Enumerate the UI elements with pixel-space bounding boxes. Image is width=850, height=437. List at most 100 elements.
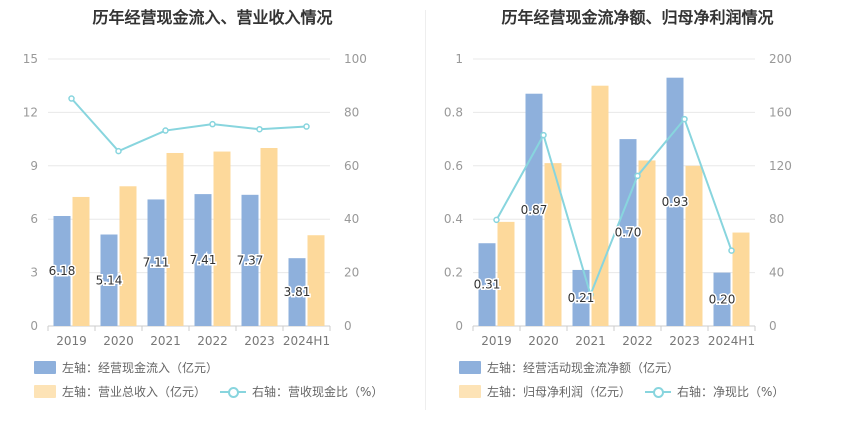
x-tick-label: 2020: [528, 334, 559, 345]
legend-label: 左轴：归母净利润（亿元）: [487, 384, 632, 399]
y-tick-right: 120: [769, 159, 792, 173]
chart-title: 历年经营现金流净额、归母净利润情况: [501, 8, 774, 27]
panel-divider: [425, 10, 426, 410]
y-tick-left: 3: [30, 266, 38, 280]
data-label: 3.81: [284, 285, 311, 299]
bar-series-2: [497, 221, 515, 326]
y-tick-right: 20: [344, 266, 359, 280]
bar-series-2: [544, 163, 562, 326]
x-tick-label: 2022: [622, 334, 653, 345]
x-tick-label: 2023: [669, 334, 700, 345]
y-tick-right: 80: [769, 212, 784, 226]
line-point: [209, 120, 216, 128]
legend-swatch: [459, 360, 481, 374]
y-tick-left: 15: [23, 52, 38, 66]
data-label: 0.70: [615, 226, 642, 240]
x-tick-label: 2022: [197, 334, 228, 345]
line-point: [681, 115, 688, 123]
bar-series-1: [53, 215, 71, 326]
y-tick-right: 0: [344, 319, 352, 333]
bar-series-2: [307, 235, 325, 326]
chart-title: 历年经营现金流入、营业收入情况: [92, 8, 333, 27]
x-tick-label: 2024H1: [708, 334, 755, 345]
chart-panel-left: 历年经营现金流入、营业收入情况 0 3 6 9 12 15 0 20 40 60 80 100 2019…: [23, 8, 384, 400]
data-label: 0.93: [662, 195, 689, 209]
y-tick-left: 0: [30, 319, 38, 333]
bar-series-1: [147, 199, 165, 326]
bar-series-2: [213, 151, 231, 326]
legend-swatch: [34, 384, 56, 398]
y-tick-left: 6: [30, 212, 38, 226]
x-tick-label: 2019: [56, 334, 87, 345]
y-tick-left: 0.8: [444, 105, 463, 119]
line-point: [256, 125, 263, 133]
x-tick-label: 2023: [244, 334, 275, 345]
data-label: 0.31: [474, 278, 501, 292]
line-point: [493, 216, 500, 224]
data-label: 7.37: [237, 253, 264, 267]
legend-label: 右轴：营收现金比（%）: [252, 384, 384, 399]
y-tick-right: 80: [344, 105, 359, 119]
bar-series-2: [685, 165, 703, 326]
line-point: [540, 131, 547, 139]
line-point: [728, 247, 735, 254]
x-tick-label: 2021: [575, 334, 606, 345]
legend-item[interactable]: 右轴：营收现金比（%）: [220, 383, 383, 400]
bar-series-1: [478, 243, 496, 326]
legend-item[interactable]: 左轴：经营活动现金流净额（亿元）: [459, 359, 679, 376]
legend-swatch: [459, 384, 481, 398]
legend-label: 右轴：净现比（%）: [677, 384, 785, 399]
y-tick-left: 0.6: [444, 159, 463, 173]
bar-series-1: [288, 258, 306, 326]
line-point: [587, 291, 594, 298]
chart-plot: 0 3 6 9 12 15 0 20 40 60 80 100 2019 2020 2021 2022 2023…: [23, 52, 367, 345]
bar-series-1: [194, 194, 212, 326]
x-tick-label: 2020: [103, 334, 134, 345]
y-tick-right: 60: [344, 159, 359, 173]
line-point: [303, 123, 310, 130]
y-tick-left: 1: [455, 52, 463, 66]
data-label: 6.18: [49, 264, 76, 278]
legend-item[interactable]: 左轴：归母净利润（亿元）: [459, 383, 631, 400]
y-tick-right: 100: [344, 52, 367, 66]
y-tick-right: 200: [769, 52, 792, 66]
bar-series-1: [666, 77, 684, 326]
x-tick-label: 2021: [150, 334, 181, 345]
legend-label: 左轴：经营活动现金流净额（亿元）: [487, 360, 680, 375]
bar-series-2: [591, 85, 609, 326]
data-label: 0.20: [709, 292, 736, 306]
y-tick-right: 40: [769, 266, 784, 280]
y-tick-left: 0.4: [444, 212, 463, 226]
bar-series-1: [100, 234, 118, 326]
y-tick-left: 0.2: [444, 266, 463, 280]
bar-series-2: [260, 148, 278, 326]
legend-item[interactable]: 左轴：营业总收入（亿元）: [34, 383, 206, 400]
line-point: [634, 172, 641, 180]
legend-swatch: [34, 360, 56, 374]
bar-series-1: [713, 272, 731, 326]
line-series: [70, 97, 307, 153]
data-label: 7.11: [143, 256, 170, 270]
data-label: 0.21: [568, 291, 595, 305]
bar-series-1: [241, 194, 259, 326]
line-point: [162, 127, 169, 134]
x-tick-label: 2019: [481, 334, 512, 345]
legend-item[interactable]: 左轴：经营现金流入（亿元）: [34, 359, 218, 376]
legend-swatch: [645, 385, 672, 398]
y-tick-left: 9: [30, 159, 38, 173]
data-label: 7.41: [190, 253, 217, 267]
legend-label: 左轴：营业总收入（亿元）: [62, 384, 207, 399]
line-series: [495, 117, 733, 298]
chart-panel-right: 历年经营现金流净额、归母净利润情况 0 0.2 0.4 0.6 0.8 1 0 40 80 120…: [425, 0, 850, 437]
bar-series-2: [638, 160, 656, 326]
bar-series-1: [619, 139, 637, 326]
y-tick-left: 12: [23, 105, 38, 119]
bar-series-1: [572, 269, 590, 326]
bar-series-1: [525, 93, 543, 327]
y-tick-right: 0: [769, 319, 777, 333]
y-tick-right: 160: [769, 105, 792, 119]
legend-label: 左轴：经营现金流入（亿元）: [62, 360, 219, 375]
x-tick-label: 2024H1: [283, 334, 330, 345]
bar-series-2: [732, 232, 750, 326]
legend-item[interactable]: 右轴：净现比（%）: [645, 383, 784, 400]
